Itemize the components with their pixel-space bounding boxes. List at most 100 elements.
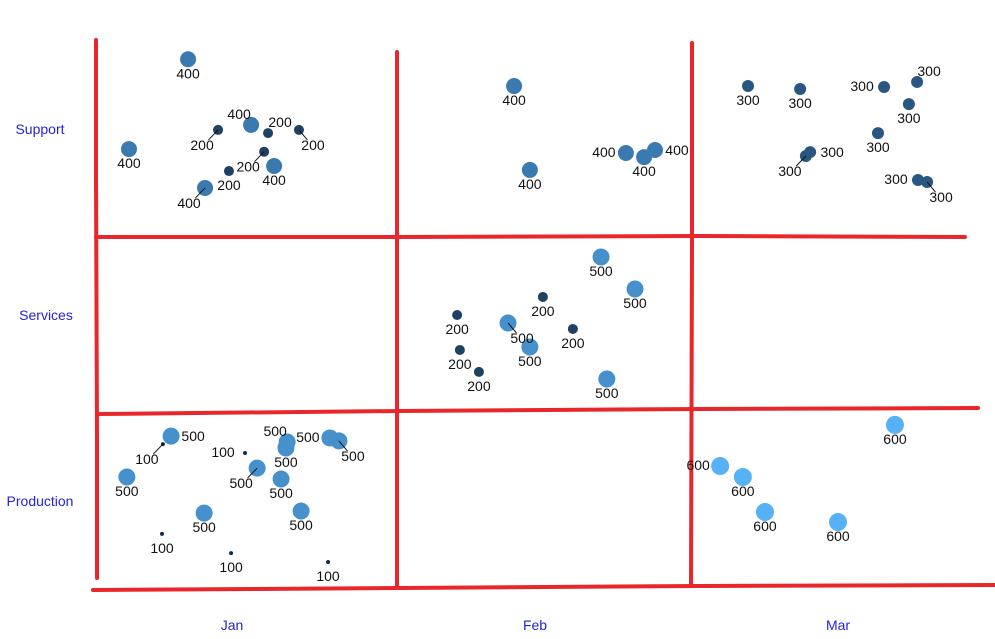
data-label: 200	[268, 114, 292, 130]
data-label: 300	[788, 95, 812, 111]
data-point	[223, 166, 234, 177]
label-leader	[247, 467, 258, 479]
data-label: 400	[632, 163, 656, 179]
x-tick-label: Feb	[523, 617, 547, 633]
data-label: 500	[181, 428, 205, 444]
data-label: 500	[341, 448, 365, 464]
data-label: 500	[510, 330, 534, 346]
data-point	[195, 504, 213, 522]
x-tick-label: Jan	[221, 617, 244, 633]
data-label: 100	[150, 540, 174, 556]
data-label: 500	[289, 517, 313, 533]
data-label: 200	[301, 137, 325, 153]
data-point	[454, 344, 465, 355]
data-label: 100	[316, 568, 340, 584]
y-tick-label: Services	[19, 307, 73, 323]
data-label: 600	[731, 483, 755, 499]
label-leader	[152, 443, 164, 455]
data-label: 400	[176, 65, 200, 81]
grid-line	[94, 38, 99, 580]
label-leader	[208, 129, 219, 141]
data-point	[266, 158, 283, 175]
data-point	[243, 451, 248, 456]
data-label: 300	[917, 63, 941, 79]
data-point	[292, 502, 310, 520]
data-label: 200	[445, 321, 469, 337]
data-point	[598, 370, 616, 388]
data-label: 600	[686, 457, 710, 473]
data-label: 600	[826, 528, 850, 544]
data-point	[711, 457, 730, 476]
label-leader	[254, 151, 265, 163]
label-leader	[507, 322, 517, 334]
y-tick-label: Production	[7, 493, 74, 509]
y-tick-label: Support	[15, 121, 64, 137]
data-label: 500	[192, 519, 216, 535]
data-label: 400	[117, 155, 141, 171]
data-point	[617, 144, 634, 161]
label-leader	[926, 181, 936, 193]
data-point	[885, 415, 904, 434]
data-label: 500	[274, 454, 298, 470]
data-point	[567, 323, 578, 334]
data-label: 500	[269, 485, 293, 501]
data-label: 200	[217, 177, 241, 193]
data-point	[263, 128, 274, 139]
data-point	[229, 551, 234, 556]
data-point	[180, 51, 197, 68]
data-label: 200	[236, 159, 260, 175]
data-point	[326, 560, 331, 565]
data-label: 500	[623, 295, 647, 311]
data-point	[452, 310, 463, 320]
grid-lines	[91, 38, 995, 592]
x-axis: Jan Feb Mar	[221, 617, 851, 633]
data-point	[243, 116, 260, 133]
data-point	[829, 513, 847, 532]
data-point	[272, 470, 290, 488]
data-point	[120, 141, 137, 158]
data-point	[794, 83, 807, 96]
grid-line	[689, 41, 694, 587]
data-point	[742, 80, 755, 93]
data-label: 400	[227, 106, 251, 122]
data-label: 500	[263, 423, 287, 439]
data-label: 400	[177, 195, 201, 211]
data-label: 400	[518, 176, 542, 192]
data-label: 300	[929, 189, 953, 205]
data-point	[521, 161, 538, 178]
data-label: 300	[850, 78, 874, 94]
data-point	[733, 468, 752, 487]
data-point	[537, 291, 548, 302]
data-point	[626, 280, 644, 298]
grid-line	[95, 406, 980, 416]
data-label: 500	[518, 353, 542, 369]
grid-line	[94, 233, 967, 239]
data-label: 400	[502, 92, 526, 108]
data-label: 200	[531, 303, 555, 319]
data-label: 100	[211, 444, 235, 460]
data-label: 600	[883, 431, 907, 447]
y-axis: Support Services Production	[7, 121, 74, 509]
data-point	[521, 338, 539, 356]
data-point	[499, 314, 517, 332]
data-label: 300	[884, 171, 908, 187]
data-label: 600	[753, 518, 777, 534]
data-label: 100	[219, 559, 243, 575]
data-point	[911, 173, 924, 186]
data-label: 400	[262, 172, 286, 188]
label-leader	[195, 187, 206, 199]
data-point	[473, 366, 484, 377]
data-label: 300	[736, 92, 760, 108]
data-point	[118, 468, 136, 486]
data-label: 200	[448, 356, 472, 372]
data-point	[162, 427, 180, 445]
data-point	[592, 248, 610, 266]
data-label: 300	[820, 144, 844, 160]
data-point	[878, 80, 891, 93]
data-label: 500	[229, 475, 253, 491]
data-point	[277, 439, 295, 457]
label-leader	[795, 155, 807, 167]
data-label: 500	[296, 429, 320, 445]
